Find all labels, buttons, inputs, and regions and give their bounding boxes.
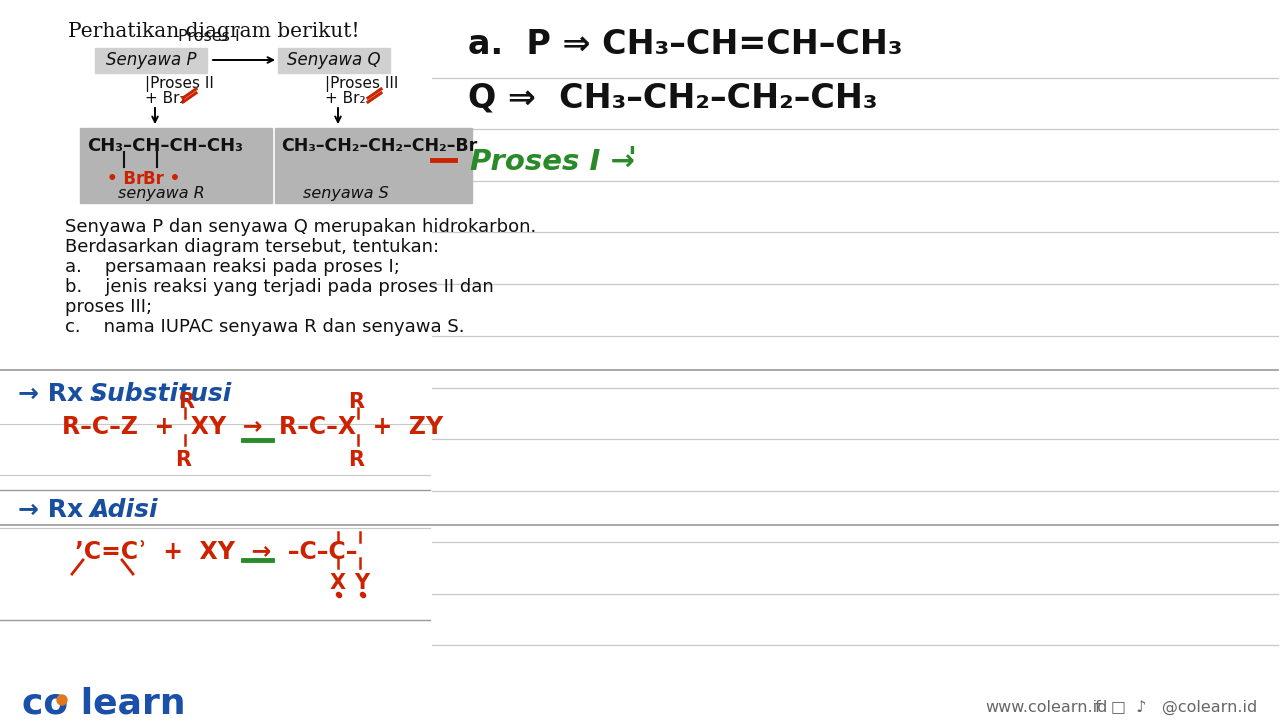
Text: CH₃–CH–CH–CH₃: CH₃–CH–CH–CH₃ <box>87 137 243 155</box>
Bar <box>278 48 390 73</box>
Text: → Rx .: → Rx . <box>18 498 101 522</box>
Text: Senyawa Q: Senyawa Q <box>287 51 381 69</box>
Text: ': ' <box>627 145 636 173</box>
Bar <box>275 128 472 203</box>
Text: Proses I →: Proses I → <box>470 148 635 176</box>
Text: |Proses II: |Proses II <box>145 76 214 92</box>
Text: Proses I: Proses I <box>178 29 239 44</box>
Text: a.  P ⇒ CH₃–CH=CH–CH₃: a. P ⇒ CH₃–CH=CH–CH₃ <box>468 28 902 61</box>
Bar <box>95 48 207 73</box>
Text: c.    nama IUPAC senyawa R dan senyawa S.: c. nama IUPAC senyawa R dan senyawa S. <box>65 318 465 336</box>
Text: • Br: • Br <box>108 170 145 188</box>
Text: ʼC=Cʾ  +  XY  →  –C–C–: ʼC=Cʾ + XY → –C–C– <box>76 540 357 564</box>
Text: Senyawa P dan senyawa Q merupakan hidrokarbon.: Senyawa P dan senyawa Q merupakan hidrok… <box>65 218 536 236</box>
Text: Y: Y <box>355 573 369 593</box>
Text: CH₃–CH₂–CH₂–CH₂–Br: CH₃–CH₂–CH₂–CH₂–Br <box>282 137 477 155</box>
Text: senyawa S: senyawa S <box>303 186 389 201</box>
Text: R: R <box>348 392 364 412</box>
Circle shape <box>58 695 67 705</box>
Text: R: R <box>178 392 195 412</box>
Text: Berdasarkan diagram tersebut, tentukan:: Berdasarkan diagram tersebut, tentukan: <box>65 238 439 256</box>
Text: + Br₂: + Br₂ <box>145 91 186 106</box>
Text: a.    persamaan reaksi pada proses I;: a. persamaan reaksi pada proses I; <box>65 258 399 276</box>
Bar <box>79 128 273 203</box>
Text: senyawa R: senyawa R <box>118 186 205 201</box>
Text: R: R <box>175 450 191 470</box>
Text: www.colearn.id: www.colearn.id <box>986 700 1107 715</box>
Text: Perhatikan diagram berikut!: Perhatikan diagram berikut! <box>68 22 360 41</box>
Text: → Rx .: → Rx . <box>18 382 101 406</box>
Text: X: X <box>330 573 346 593</box>
Text: f  □  ♪   @colearn.id: f □ ♪ @colearn.id <box>1094 700 1257 715</box>
Text: + Br₂: + Br₂ <box>325 91 366 106</box>
Text: Br •: Br • <box>143 170 180 188</box>
Text: b.    jenis reaksi yang terjadi pada proses II dan: b. jenis reaksi yang terjadi pada proses… <box>65 278 494 296</box>
Text: R: R <box>348 450 364 470</box>
Text: Senyawa P: Senyawa P <box>106 51 196 69</box>
Text: Q ⇒  CH₃–CH₂–CH₂–CH₃: Q ⇒ CH₃–CH₂–CH₂–CH₃ <box>468 82 878 115</box>
Text: R–C–Z  +  XY  →  R–C–X  +  ZY: R–C–Z + XY → R–C–X + ZY <box>61 415 443 439</box>
Text: |Proses III: |Proses III <box>325 76 398 92</box>
Text: Adisi: Adisi <box>90 498 159 522</box>
Text: proses III;: proses III; <box>65 298 152 316</box>
Text: Substitusi: Substitusi <box>90 382 233 406</box>
Text: co learn: co learn <box>22 686 186 720</box>
